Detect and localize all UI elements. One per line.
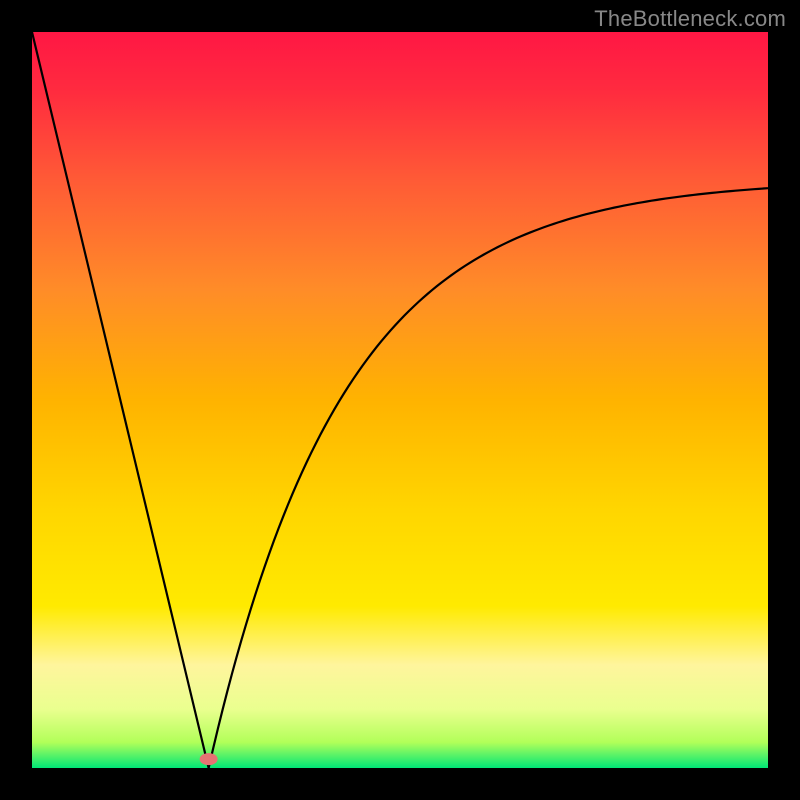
chart-svg: [32, 32, 768, 768]
chart-background: [32, 32, 768, 768]
sweet-spot-marker: [200, 753, 218, 765]
watermark-text: TheBottleneck.com: [594, 6, 786, 32]
plot-area: [32, 32, 768, 768]
